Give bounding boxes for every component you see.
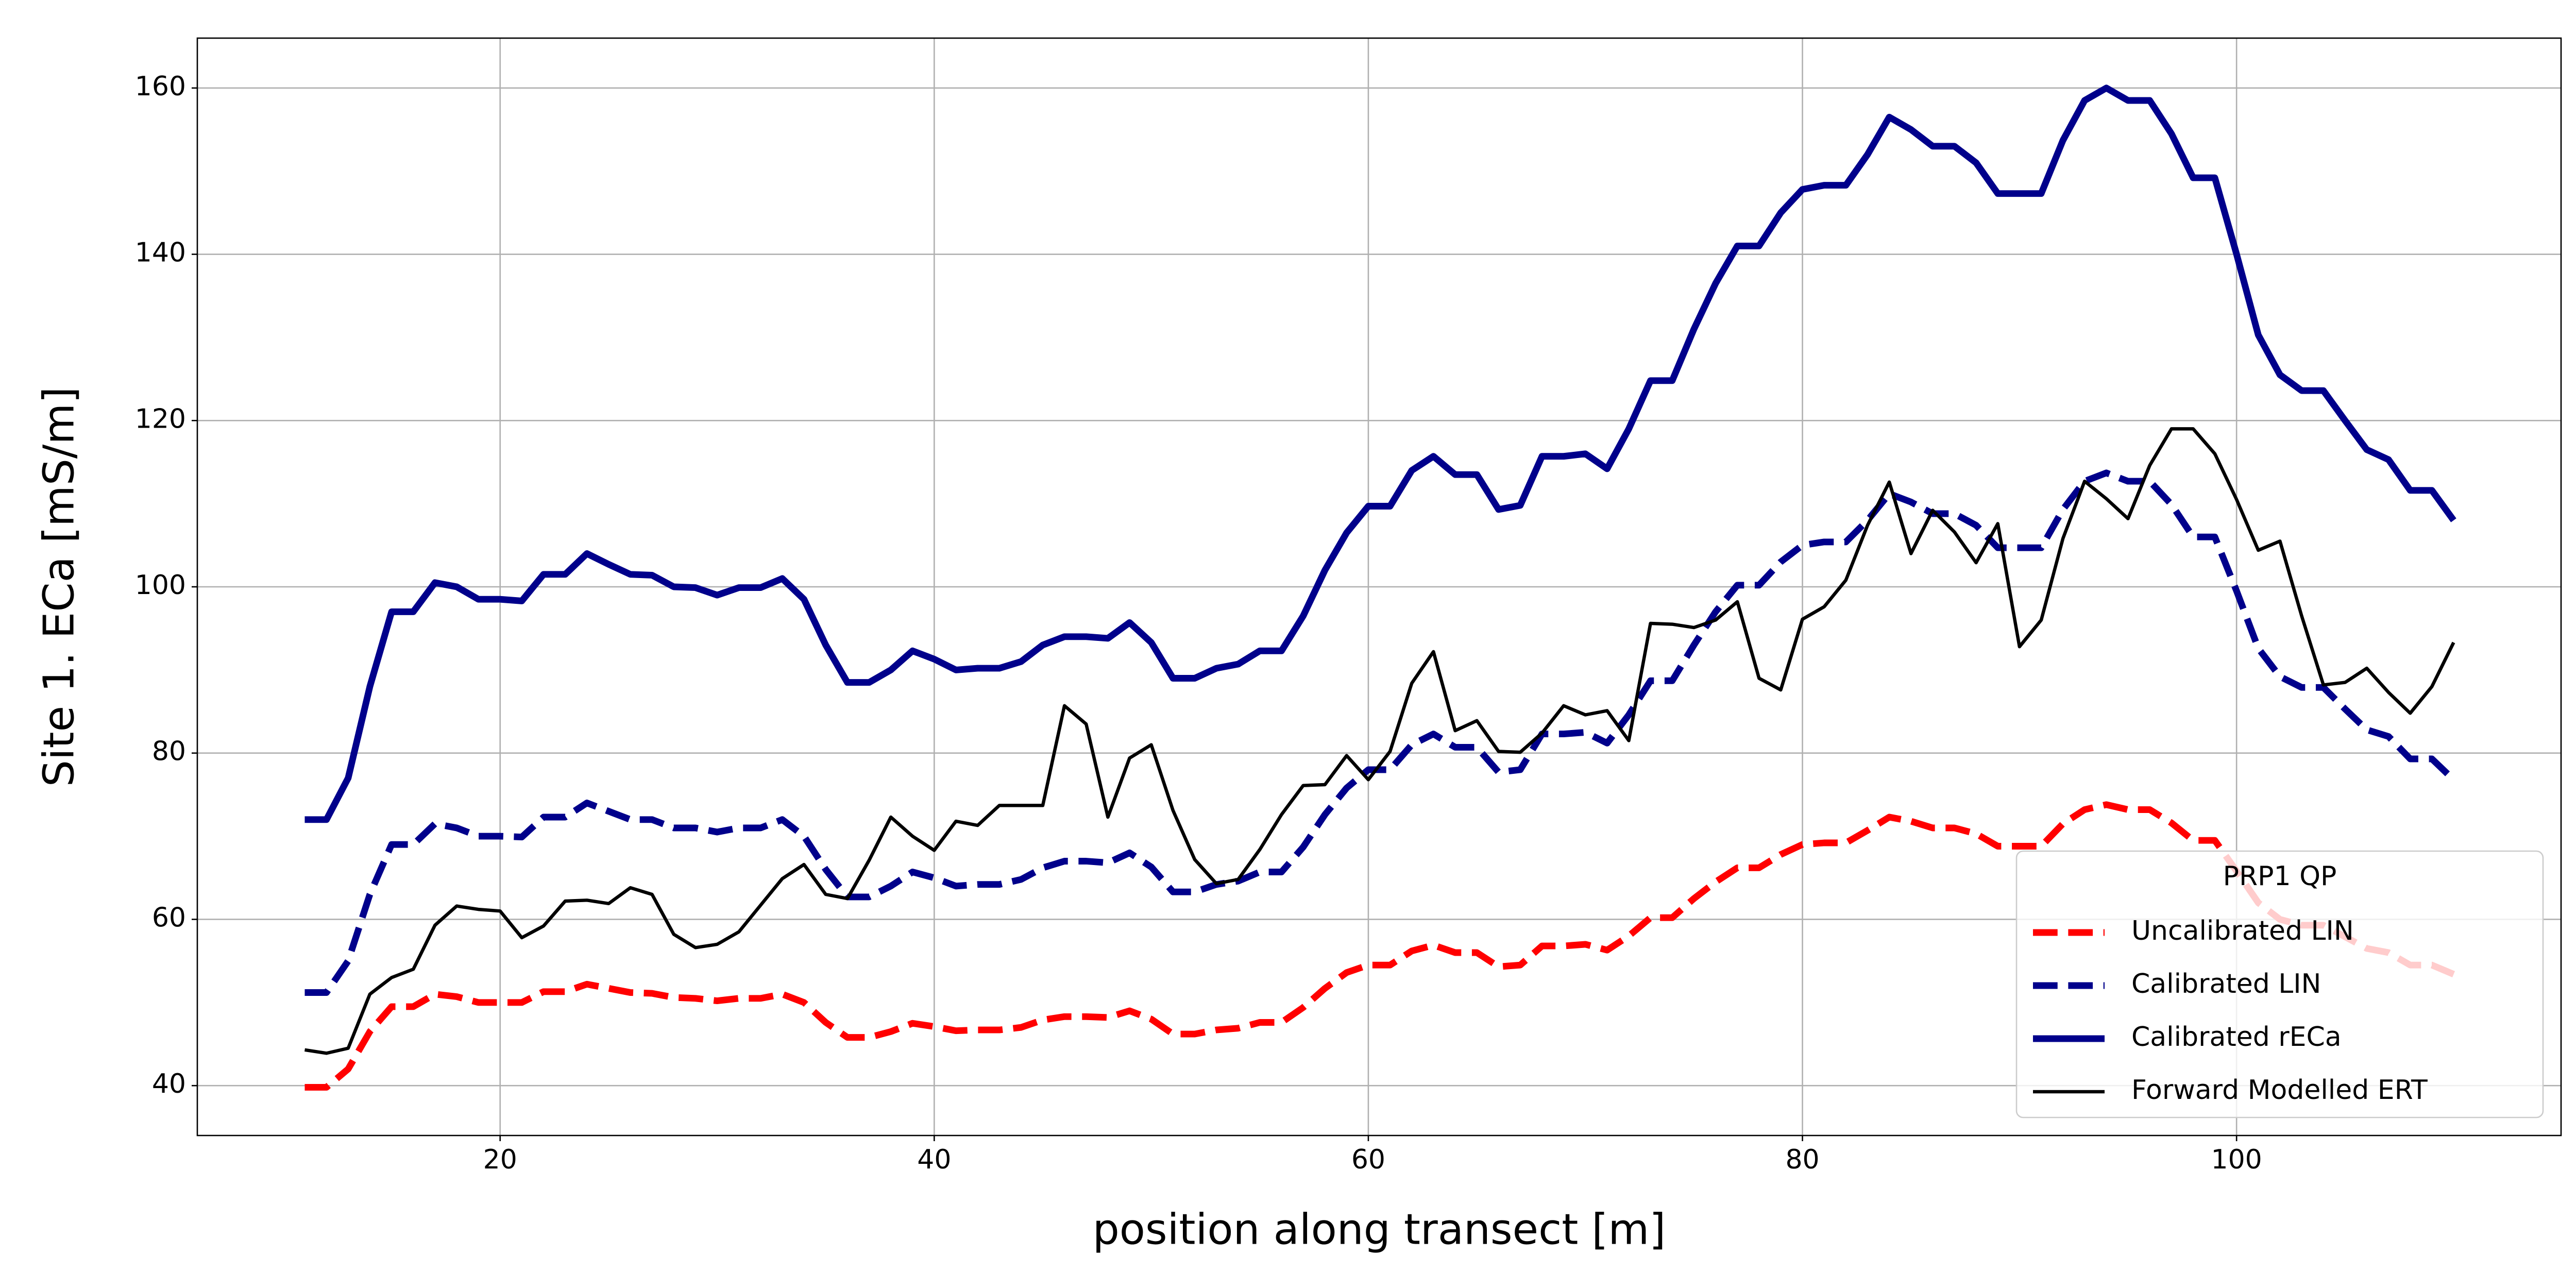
x-tick-label: 60	[1351, 1144, 1385, 1175]
x-tick-label: 20	[483, 1144, 517, 1175]
legend-label: Forward Modelled ERT	[2131, 1075, 2428, 1106]
plot-frame	[196, 37, 2562, 1137]
y-tick-label: 40	[152, 1069, 186, 1099]
x-tick-label: 80	[1785, 1144, 1819, 1175]
y-tick-label: 80	[152, 736, 186, 767]
series-line	[304, 469, 2456, 996]
series-line	[304, 84, 2456, 823]
y-tick-label: 60	[152, 902, 186, 933]
legend-title: PRP1 QP	[2223, 861, 2337, 892]
series-line	[304, 801, 2455, 1091]
y-tick-label: 160	[135, 71, 186, 102]
legend-label: Calibrated rECa	[2131, 1022, 2342, 1053]
legend-label: Calibrated LIN	[2131, 969, 2321, 999]
x-tick-label: 40	[917, 1144, 951, 1175]
y-tick-label: 120	[135, 403, 186, 434]
y-tick-label: 100	[135, 570, 186, 601]
y-tick-label: 140	[135, 238, 186, 268]
x-tick-label: 100	[2211, 1144, 2262, 1175]
legend: PRP1 QP Uncalibrated LIN Calibrated LIN Cal…	[2015, 850, 2544, 1118]
series-line	[304, 427, 2455, 1055]
legend-label: Uncalibrated LIN	[2131, 916, 2354, 946]
y-axis-label: Site 1. ECa [mS/m]	[35, 387, 83, 787]
legend-box	[2015, 850, 2544, 1118]
x-axis-label: position along transect [m]	[1093, 1205, 1666, 1254]
